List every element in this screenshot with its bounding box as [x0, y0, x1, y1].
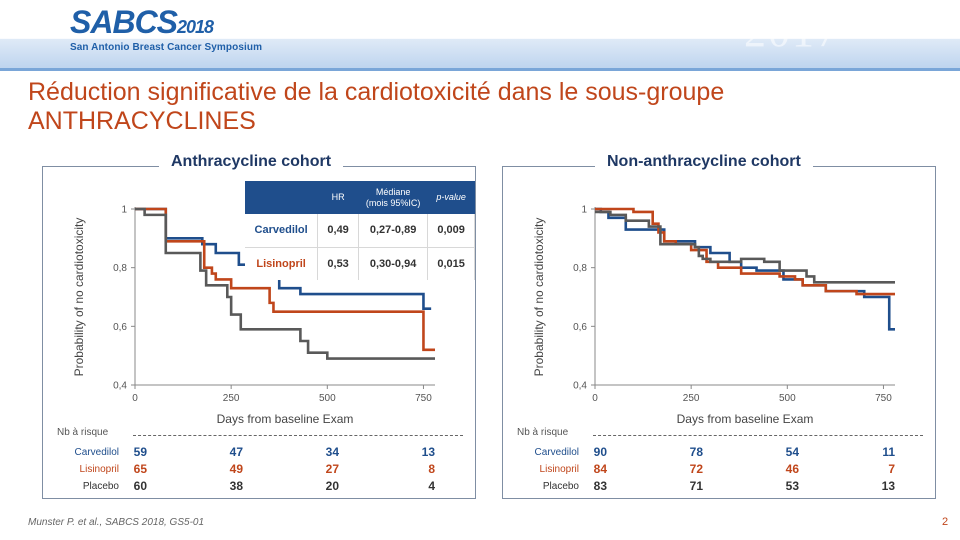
risk-row-placebo: Placebo 60 38 20 4: [43, 479, 477, 495]
non-anthracycline-km-chart: 0,4 0,6 0,8 1 0 250 500 750 Days from baseline E…: [532, 205, 895, 426]
slide-title-line1: Réduction significative de la cardiotoxi…: [28, 78, 725, 106]
risk-value: 4: [428, 479, 435, 493]
risk-value: 34: [325, 445, 339, 459]
risk-value: 46: [785, 462, 799, 476]
logo-brand: SABCS2018: [70, 4, 214, 40]
x-tick-label: 750: [415, 393, 432, 404]
km-curve-placebo: [135, 207, 435, 360]
km-curve-lisinopril: [135, 207, 435, 352]
ci-value: 0,27-0,89: [358, 214, 429, 248]
risk-value: 7: [888, 462, 895, 476]
pvalue-header: p-value: [427, 181, 475, 214]
hr-header: HR: [317, 181, 359, 214]
anthracycline-km-chart: 0,4 0,6 0,8 1 0 250 500 750 Days from baseline E…: [72, 205, 435, 426]
risk-value: 20: [325, 479, 339, 493]
risk-value: 54: [785, 445, 799, 459]
hr-table-header: HR Médiane (mois 95%IC) p-value: [245, 181, 475, 214]
header-decor-text: 2017: [744, 7, 840, 56]
sabcs-logo: SABCS2018 San Antonio Breast Cancer Symp…: [70, 6, 262, 53]
y-tick-label: 0,8: [113, 263, 127, 274]
risk-value: 78: [689, 445, 703, 459]
risk-table-header: Nb à risque: [517, 427, 569, 438]
reference-citation: Munster P. et al., SABCS 2018, GS5-01: [28, 517, 205, 528]
risk-value: 72: [689, 462, 703, 476]
x-tick-label: 500: [319, 393, 336, 404]
risk-row-label: Lisinopril: [79, 464, 119, 475]
risk-value: 60: [133, 479, 147, 493]
risk-divider: [133, 435, 463, 436]
hr-value: 0,53: [317, 247, 359, 280]
risk-row-lisinopril: Lisinopril 65 49 27 8: [43, 462, 477, 478]
x-axis-label: Days from baseline Exam: [677, 412, 814, 426]
y-tick-label: 0,4: [573, 381, 587, 392]
hr-row-label: Lisinopril: [245, 247, 319, 280]
risk-value: 90: [593, 445, 607, 459]
slide-title-line2: ANTHRACYCLINES: [28, 107, 256, 135]
risk-value: 27: [325, 462, 339, 476]
risk-value: 38: [229, 479, 243, 493]
y-tick-label: 0,6: [113, 322, 127, 333]
x-tick-label: 0: [592, 393, 598, 404]
y-tick-label: 0,6: [573, 322, 587, 333]
y-tick-label: 0,8: [573, 263, 587, 274]
slide-title: Réduction significative de la cardiotoxi…: [28, 78, 908, 136]
x-tick-label: 0: [132, 393, 138, 404]
risk-value: 53: [785, 479, 799, 493]
risk-value: 13: [881, 479, 895, 493]
risk-value: 59: [133, 445, 147, 459]
p-value: 0,015: [427, 247, 475, 280]
non-anthracycline-panel: 0,4 0,6 0,8 1 0 250 500 750 Days from baseline E…: [502, 153, 937, 499]
y-tick-label: 1: [581, 205, 587, 216]
risk-value: 71: [689, 479, 703, 493]
hr-row-label: Carvedilol: [245, 214, 319, 248]
risk-value: 11: [882, 445, 895, 459]
x-tick-label: 500: [779, 393, 796, 404]
risk-row-label: Lisinopril: [539, 464, 579, 475]
ci-value: 0,30-0,94: [358, 247, 429, 280]
risk-row-carvedilol: Carvedilol 59 47 34 13: [43, 445, 477, 461]
anthracycline-panel-title: Anthracycline cohort: [159, 153, 344, 171]
hr-value: 0,49: [317, 214, 359, 248]
risk-value: 8: [428, 462, 435, 476]
risk-row-label: Carvedilol: [74, 447, 119, 458]
page-number: 2: [942, 516, 949, 528]
risk-value: 83: [593, 479, 607, 493]
logo-subtitle: San Antonio Breast Cancer Symposium: [70, 42, 263, 53]
risk-value: 65: [133, 462, 147, 476]
risk-table-header: Nb à risque: [57, 427, 109, 438]
logo-year: 2018: [177, 17, 214, 37]
x-tick-label: 750: [875, 393, 892, 404]
y-axis-label: Probability of no cardiotoxicity: [532, 218, 546, 377]
p-value: 0,009: [427, 214, 475, 248]
y-axis-label: Probability of no cardiotoxicity: [72, 218, 86, 377]
hr-row-carvedilol: Carvedilol 0,49 0,27-0,89 0,009: [245, 214, 475, 248]
y-tick-label: 1: [121, 205, 127, 216]
y-tick-label: 0,4: [113, 381, 127, 392]
risk-row-label: Placebo: [542, 481, 579, 492]
x-tick-label: 250: [223, 393, 240, 404]
risk-row-label: Placebo: [82, 481, 119, 492]
risk-row-label: Carvedilol: [534, 447, 579, 458]
hr-table: HR Médiane (mois 95%IC) p-value Carvedilo…: [245, 181, 475, 280]
km-curve-carvedilol: [595, 207, 895, 331]
x-axis-label: Days from baseline Exam: [217, 412, 354, 426]
risk-value: 84: [593, 462, 607, 476]
risk-row-placebo: Placebo 83 71 53 13: [503, 479, 937, 495]
risk-row-carvedilol: Carvedilol 90 78 54 11: [503, 445, 937, 461]
median-header: Médiane (mois 95%IC): [358, 181, 428, 214]
risk-value: 13: [421, 445, 435, 459]
risk-value: 49: [229, 462, 243, 476]
header-band: 2017: [0, 0, 960, 70]
risk-value: 47: [229, 445, 243, 459]
anthracycline-panel: 0,4 0,6 0,8 1 0 250 500 750 Days from baseline E…: [42, 153, 477, 499]
header-divider: [0, 68, 960, 71]
hr-row-lisinopril: Lisinopril 0,53 0,30-0,94 0,015: [245, 247, 475, 280]
non-anthracycline-panel-title: Non-anthracycline cohort: [595, 153, 813, 171]
risk-row-lisinopril: Lisinopril 84 72 46 7: [503, 462, 937, 478]
risk-divider: [593, 435, 923, 436]
x-tick-label: 250: [683, 393, 700, 404]
km-curve-placebo: [595, 210, 895, 284]
